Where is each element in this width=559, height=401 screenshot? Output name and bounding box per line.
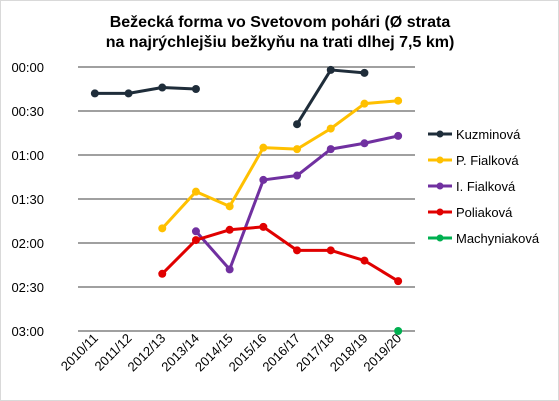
y-tick-label: 00:30 bbox=[11, 104, 44, 119]
grid-lines bbox=[78, 66, 415, 332]
data-point bbox=[394, 277, 403, 286]
data-point bbox=[225, 265, 234, 274]
legend-label: Kuzminová bbox=[456, 127, 521, 142]
series-0 bbox=[90, 65, 369, 129]
data-point bbox=[225, 225, 234, 234]
x-axis-ticks: 2010/112011/122012/132013/142014/152015/… bbox=[58, 331, 404, 375]
data-point bbox=[259, 175, 268, 184]
y-tick-label: 01:30 bbox=[11, 192, 44, 207]
data-point bbox=[293, 246, 302, 255]
y-axis-ticks: 00:00 00:30 01:00 01:30 02:00 02:30 03:00 bbox=[11, 60, 44, 339]
data-point bbox=[259, 143, 268, 152]
series-2 bbox=[191, 131, 403, 274]
data-point bbox=[394, 327, 403, 335]
data-point bbox=[191, 236, 200, 245]
legend-label: I. Fialková bbox=[456, 179, 516, 194]
series-line bbox=[160, 225, 400, 283]
legend-marker bbox=[436, 234, 444, 242]
data-point bbox=[158, 224, 167, 233]
data-point bbox=[360, 68, 369, 77]
series-line bbox=[295, 68, 366, 126]
data-point bbox=[191, 187, 200, 196]
legend-marker bbox=[436, 156, 444, 164]
legend-label: Poliaková bbox=[456, 205, 513, 220]
y-tick-label: 00:00 bbox=[11, 60, 44, 75]
legend-label: Machyniaková bbox=[456, 231, 540, 246]
data-point bbox=[394, 96, 403, 105]
data-point bbox=[259, 222, 268, 231]
data-point bbox=[191, 227, 200, 236]
y-tick-label: 03:00 bbox=[11, 324, 44, 339]
data-point bbox=[90, 89, 99, 98]
y-tick-label: 02:00 bbox=[11, 236, 44, 251]
series-line bbox=[160, 99, 400, 230]
y-tick-label: 02:30 bbox=[11, 280, 44, 295]
legend: Kuzminová P. Fialková I. Fialková Poliaková… bbox=[428, 127, 540, 246]
data-point bbox=[293, 145, 302, 154]
data-point bbox=[360, 99, 369, 108]
data-point bbox=[293, 120, 302, 129]
series-4 bbox=[394, 327, 403, 335]
x-tick-label: 2019/20 bbox=[360, 331, 404, 375]
data-point bbox=[225, 202, 234, 211]
data-point bbox=[191, 85, 200, 93]
y-tick-label: 01:00 bbox=[11, 148, 44, 163]
data-point bbox=[158, 269, 167, 278]
series-line bbox=[93, 86, 198, 95]
legend-label: P. Fialková bbox=[456, 153, 519, 168]
data-point bbox=[326, 145, 335, 154]
legend-marker bbox=[436, 182, 444, 190]
legend-marker bbox=[436, 208, 444, 216]
data-point bbox=[326, 124, 335, 133]
data-point bbox=[158, 83, 167, 92]
data-point bbox=[360, 139, 369, 148]
chart-title-line-1: Bežecká forma vo Svetovom pohári (Ø stra… bbox=[110, 14, 451, 31]
series-3 bbox=[158, 222, 403, 286]
data-point bbox=[293, 171, 302, 180]
legend-marker bbox=[436, 130, 444, 138]
chart-title-line-2: na najrýchlejšiu bežkyňu na trati dlhej … bbox=[106, 34, 455, 51]
data-point bbox=[124, 89, 133, 98]
series-lines bbox=[90, 65, 403, 335]
series-1 bbox=[158, 96, 403, 233]
data-point bbox=[326, 65, 335, 74]
data-point bbox=[394, 131, 403, 140]
data-point bbox=[326, 246, 335, 255]
data-point bbox=[360, 256, 369, 265]
